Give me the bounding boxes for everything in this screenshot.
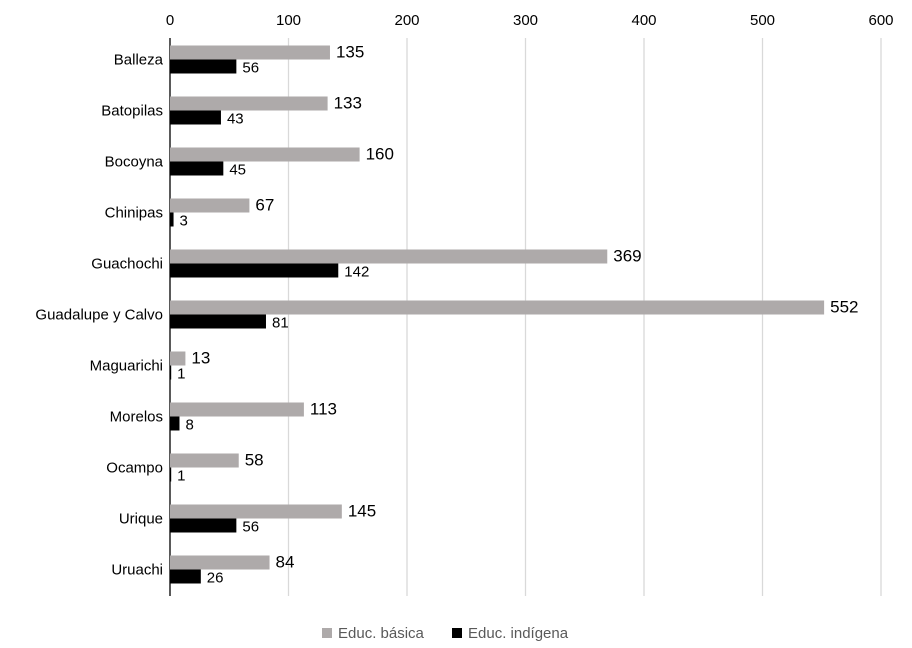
data-label-educ-indigena-guadalupe-y-calvo: 81	[272, 315, 289, 332]
bar-educ-indigena-guadalupe-y-calvo	[170, 314, 266, 329]
category-labels: Balleza Batopilas Bocoyna Chinipas Guachochi…	[35, 52, 163, 579]
bar-educ-basica-uruachi	[170, 555, 270, 570]
x-tick-label-200: 200	[394, 12, 419, 29]
gridlines	[169, 38, 882, 596]
data-label-educ-basica-guadalupe-y-calvo: 552	[830, 298, 858, 317]
category-label-maguarichi: Maguarichi	[90, 358, 163, 375]
data-label-educ-indigena-ocampo: 1	[177, 468, 185, 485]
x-tick-label-400: 400	[631, 12, 656, 29]
data-label-educ-indigena-urique: 56	[242, 519, 259, 536]
bar-educ-basica-morelos	[170, 402, 304, 417]
bar-educ-indigena-maguarichi	[170, 365, 172, 380]
bar-educ-indigena-balleza	[170, 59, 237, 74]
category-label-bocoyna: Bocoyna	[105, 154, 164, 171]
x-tick-label-500: 500	[750, 12, 775, 29]
bar-educ-indigena-urique	[170, 518, 237, 533]
category-label-urique: Urique	[119, 511, 163, 528]
bar-educ-indigena-morelos	[170, 416, 180, 431]
legend-swatch-educ-basica	[322, 628, 332, 638]
bar-educ-basica-maguarichi	[170, 351, 186, 366]
data-label-educ-indigena-chinipas: 3	[180, 213, 188, 230]
legend: Educ. básica Educ. indígena	[322, 625, 569, 642]
bar-educ-indigena-uruachi	[170, 569, 201, 584]
category-label-guadalupe-y-calvo: Guadalupe y Calvo	[35, 307, 163, 324]
category-label-balleza: Balleza	[114, 52, 164, 69]
category-label-batopilas: Batopilas	[101, 103, 163, 120]
data-label-educ-basica-chinipas: 67	[255, 196, 274, 215]
bar-educ-basica-batopilas	[170, 96, 328, 111]
x-tick-label-300: 300	[513, 12, 538, 29]
bar-educ-indigena-guachochi	[170, 263, 339, 278]
data-label-educ-indigena-bocoyna: 45	[229, 162, 246, 179]
bar-educ-basica-bocoyna	[170, 147, 360, 162]
bar-educ-basica-balleza	[170, 45, 330, 60]
x-tick-label-0: 0	[166, 12, 174, 29]
legend-swatch-educ-indigena	[452, 628, 462, 638]
data-label-educ-indigena-guachochi: 142	[344, 264, 369, 281]
bar-educ-basica-ocampo	[170, 453, 239, 468]
data-label-educ-basica-urique: 145	[348, 502, 376, 521]
category-label-ocampo: Ocampo	[106, 460, 163, 477]
data-label-educ-indigena-morelos: 8	[185, 417, 193, 434]
bar-educ-indigena-batopilas	[170, 110, 221, 125]
bars	[170, 45, 825, 584]
data-label-educ-basica-uruachi: 84	[276, 553, 295, 572]
bar-educ-indigena-ocampo	[170, 467, 172, 482]
bar-educ-basica-guachochi	[170, 249, 608, 264]
data-label-educ-basica-batopilas: 133	[334, 94, 362, 113]
data-label-educ-basica-ocampo: 58	[245, 451, 264, 470]
bar-educ-basica-urique	[170, 504, 342, 519]
x-axis-ticks: 0 100 200 300 400 500 600	[166, 12, 894, 29]
data-label-educ-basica-morelos: 113	[310, 400, 337, 419]
data-label-educ-basica-maguarichi: 13	[191, 349, 210, 368]
data-labels: 135 56 133 43 160 45 67 3 369 142 552 81 13 1 113 8 58 1 1…	[177, 43, 858, 587]
x-tick-label-600: 600	[868, 12, 893, 29]
data-label-educ-indigena-maguarichi: 1	[177, 366, 185, 383]
data-label-educ-basica-guachochi: 369	[613, 247, 641, 266]
category-label-morelos: Morelos	[110, 409, 163, 426]
bar-educ-indigena-chinipas	[170, 212, 174, 227]
legend-label-educ-indigena: Educ. indígena	[468, 625, 569, 642]
category-label-chinipas: Chinipas	[105, 205, 163, 222]
x-tick-label-100: 100	[276, 12, 301, 29]
data-label-educ-indigena-balleza: 56	[242, 60, 259, 77]
category-label-guachochi: Guachochi	[91, 256, 163, 273]
data-label-educ-basica-bocoyna: 160	[366, 145, 394, 164]
bar-educ-basica-guadalupe-y-calvo	[170, 300, 825, 315]
bar-educ-indigena-bocoyna	[170, 161, 224, 176]
category-label-uruachi: Uruachi	[111, 562, 163, 579]
legend-label-educ-basica: Educ. básica	[338, 625, 425, 642]
bar-educ-basica-chinipas	[170, 198, 250, 213]
data-label-educ-indigena-batopilas: 43	[227, 111, 244, 128]
data-label-educ-indigena-uruachi: 26	[207, 570, 224, 587]
data-label-educ-basica-balleza: 135	[336, 43, 364, 62]
